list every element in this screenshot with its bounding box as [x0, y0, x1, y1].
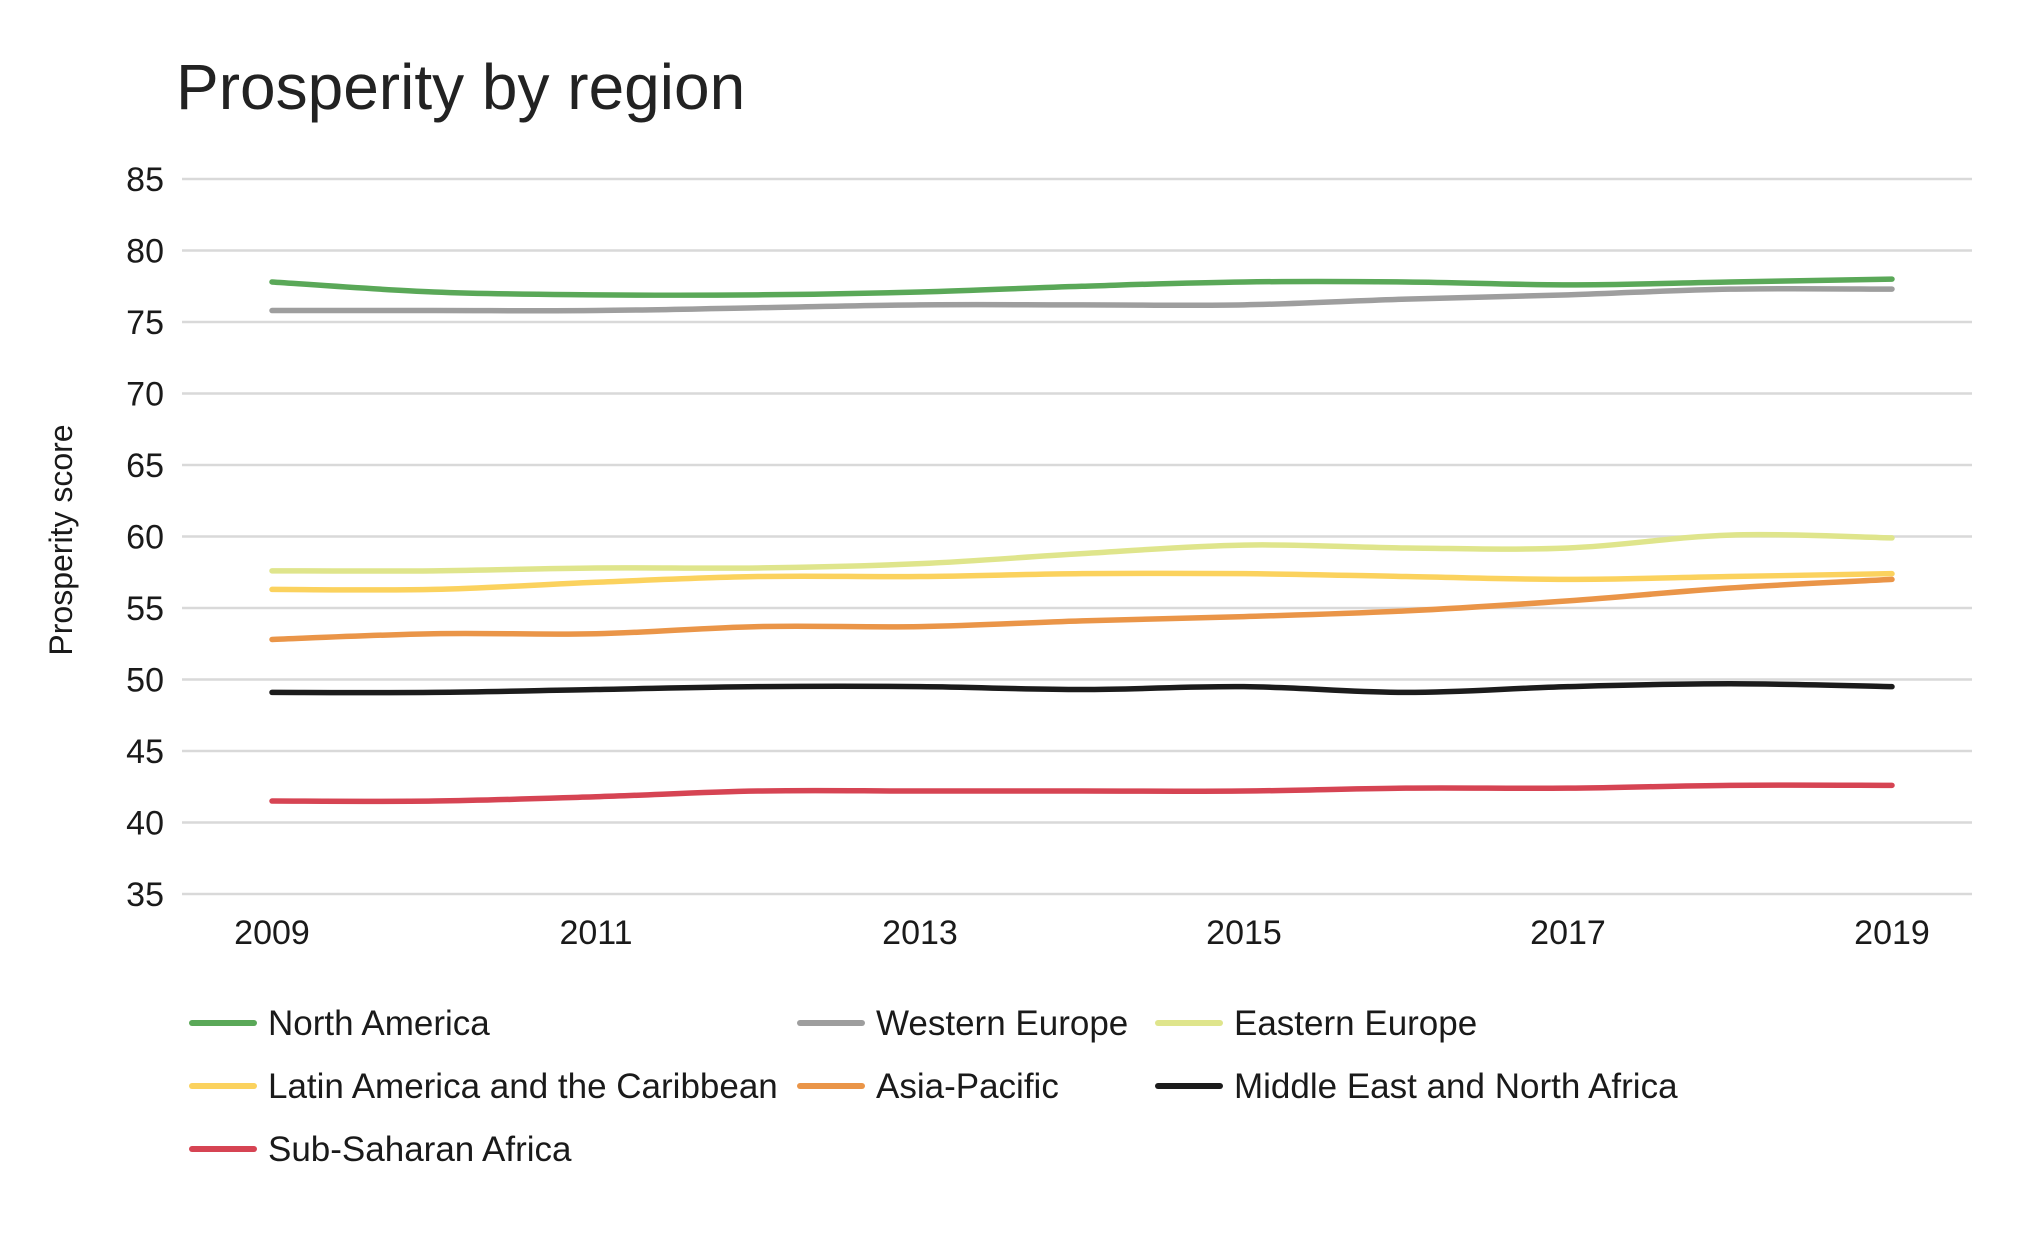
y-tick-label: 40 — [126, 805, 164, 843]
legend-label: Western Europe — [876, 1004, 1128, 1043]
x-tick-label: 2011 — [559, 914, 632, 952]
legend-label: Sub-Saharan Africa — [268, 1130, 572, 1169]
x-tick-label: 2015 — [1206, 914, 1282, 952]
x-axis-ticks: 2009 2011 2013 2015 2017 2019 — [234, 914, 1930, 952]
y-tick-label: 75 — [126, 304, 164, 342]
x-tick-label: 2009 — [234, 914, 310, 952]
legend-item-asia-pacific: Asia-Pacific — [797, 1067, 1059, 1106]
grid-lines — [182, 177, 1972, 896]
series-line-sub-saharan-africa — [269, 782, 1895, 805]
x-tick-label: 2019 — [1854, 914, 1930, 952]
legend-item-sub-saharan-africa: Sub-Saharan Africa — [189, 1130, 572, 1169]
legend-item-middle-east-and-north-africa: Middle East and North Africa — [1155, 1067, 1678, 1106]
legend-label: North America — [268, 1004, 490, 1043]
y-tick-label: 80 — [126, 233, 164, 271]
legend: North America Western Europe Eastern Europ… — [189, 1004, 1678, 1169]
series-line-north-america — [269, 276, 1895, 298]
y-tick-label: 70 — [126, 376, 164, 414]
y-tick-label: 65 — [126, 447, 164, 485]
y-axis-ticks: 35 40 45 50 55 60 65 70 75 80 85 — [126, 161, 164, 914]
chart-title: Prosperity by region — [176, 51, 746, 123]
y-tick-label: 35 — [126, 876, 164, 914]
y-tick-label: 45 — [126, 733, 164, 771]
y-tick-label: 50 — [126, 662, 164, 700]
legend-label: Eastern Europe — [1234, 1004, 1477, 1043]
x-tick-label: 2013 — [882, 914, 958, 952]
series-line-middle-east-and-north-africa — [269, 681, 1895, 696]
series-lines — [269, 276, 1895, 805]
series-line-latin-america-and-the-caribbean — [269, 570, 1895, 593]
legend-label: Asia-Pacific — [876, 1067, 1059, 1106]
series-line-eastern-europe — [269, 531, 1895, 574]
legend-label: Middle East and North Africa — [1234, 1067, 1678, 1106]
y-tick-label: 55 — [126, 590, 164, 628]
series-line-asia-pacific — [269, 576, 1895, 643]
legend-label: Latin America and the Caribbean — [268, 1067, 778, 1106]
y-tick-label: 85 — [126, 161, 164, 199]
y-tick-label: 60 — [126, 519, 164, 557]
legend-item-western-europe: Western Europe — [797, 1004, 1128, 1043]
x-tick-label: 2017 — [1530, 914, 1606, 952]
y-axis-label: Prosperity score — [43, 424, 79, 655]
legend-item-eastern-europe: Eastern Europe — [1155, 1004, 1477, 1043]
legend-item-latin-america-and-the-caribbean: Latin America and the Caribbean — [189, 1067, 778, 1106]
series-line-western-europe — [269, 285, 1895, 314]
legend-item-north-america: North America — [189, 1004, 490, 1043]
